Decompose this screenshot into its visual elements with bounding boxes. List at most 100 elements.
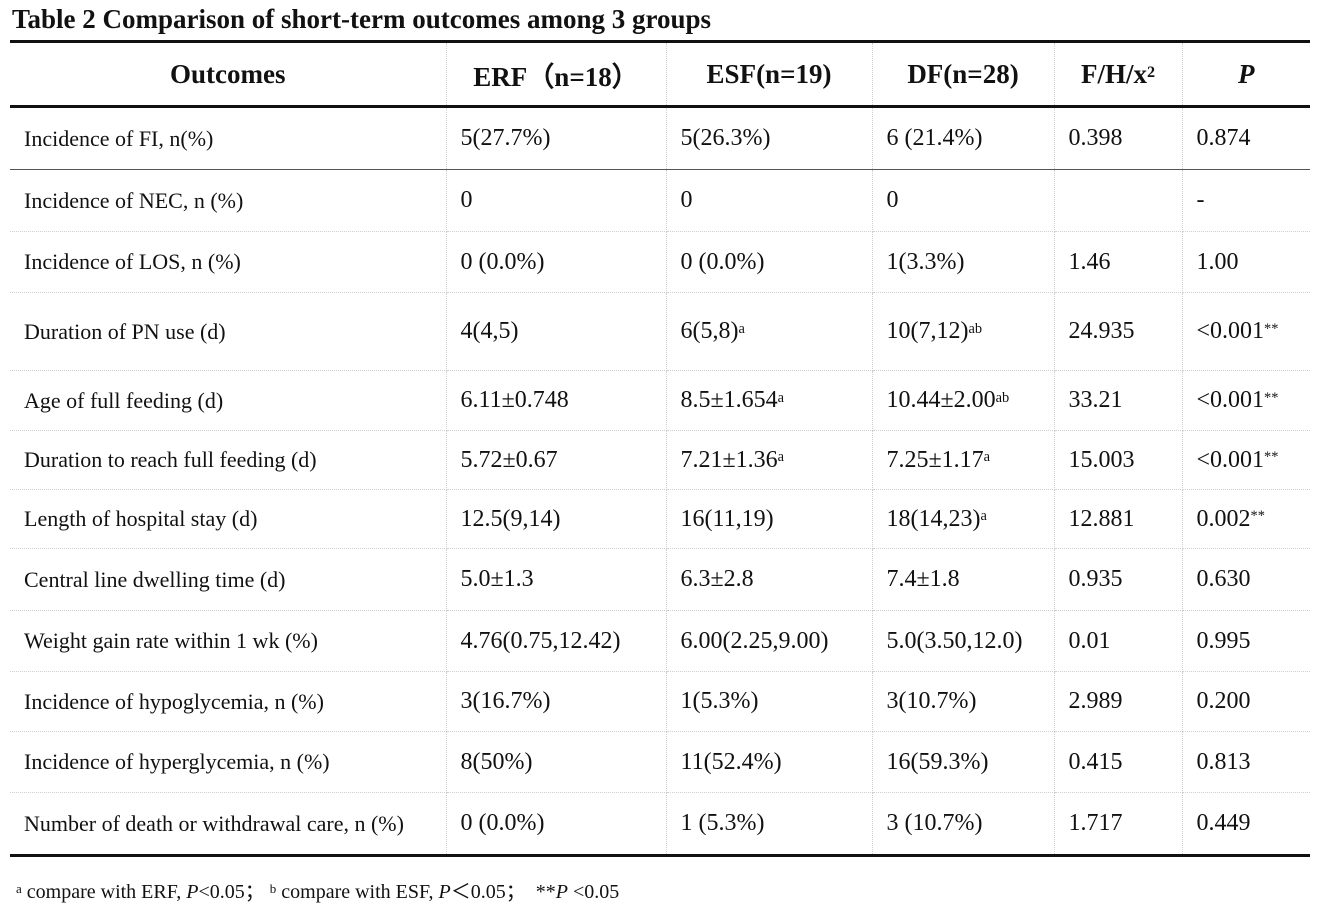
cell-df-value: 7.25±1.17 (886, 446, 984, 473)
cell-stat-value: 2.989 (1068, 688, 1123, 714)
table-row: Weight gain rate within 1 wk (%) 4.76(0.7… (10, 610, 1310, 672)
cell-erf-value: 5.72±0.67 (460, 446, 558, 473)
cell-esf: 0 (666, 169, 873, 232)
cell-df-value: 10.44±2.00 (886, 387, 996, 413)
cell-esf: 6(5,8)a (666, 292, 873, 371)
cell-outcome-value: Duration of PN use (d) (24, 318, 226, 344)
cell-esf-value: 16(11,19) (680, 505, 774, 532)
table-row: Central line dwelling time (d) 5.0±1.3 6.3… (10, 548, 1310, 611)
cell-esf: 6.00(2.25,9.00) (666, 610, 873, 672)
cell-p: 0.995 (1182, 610, 1310, 672)
cell-outcome-value: Central line dwelling time (d) (24, 566, 286, 592)
cell-stat-value: 24.935 (1068, 318, 1135, 344)
cell-stat-value: 1.717 (1068, 810, 1123, 836)
cell-outcome: Age of full feeding (d) (10, 370, 447, 431)
cell-outcome-value: Incidence of hyperglycemia, n (%) (24, 749, 330, 774)
table-row: Age of full feeding (d) 6.11±0.748 8.5±1.6… (10, 370, 1310, 431)
cell-erf-value: 12.5(9,14) (460, 505, 561, 532)
cell-p-value: <0.001 (1196, 387, 1265, 413)
cell-erf: 5.72±0.67 (446, 430, 667, 490)
cell-stat: 15.003 (1054, 430, 1183, 490)
cell-esf-value: 1(5.3%) (680, 688, 759, 714)
cell-stat: 33.21 (1054, 370, 1183, 431)
cell-df: 10(7,12)ab (872, 292, 1055, 371)
cell-esf-value: 6.3±2.8 (680, 566, 754, 592)
table-body: Incidence of FI, n(%) 5(27.7%) 5(26.3%) 6 (… (10, 106, 1310, 856)
footnote-a-rest: <0.05； (198, 881, 265, 903)
cell-p: 0.002** (1182, 489, 1310, 549)
cell-p: 1.00 (1182, 231, 1310, 293)
header-df: DF(n=28) (872, 41, 1055, 108)
cell-df: 6 (21.4%) (872, 106, 1055, 170)
cell-stat-value: 12.881 (1068, 505, 1135, 532)
cell-stat: 0.935 (1054, 548, 1183, 611)
cell-outcome-value: Duration to reach full feeding (d) (24, 447, 317, 472)
cell-stat: 1.46 (1054, 231, 1183, 293)
cell-esf-value: 0 (680, 187, 693, 213)
cell-p-value: 0.002 (1196, 505, 1251, 532)
cell-p: 0.630 (1182, 548, 1310, 611)
cell-stat-value: 33.21 (1068, 387, 1123, 413)
cell-outcome: Weight gain rate within 1 wk (%) (10, 610, 447, 672)
footnote-b-text: compare with ESF, (276, 881, 439, 903)
cell-df-superscript: a (980, 508, 987, 525)
cell-stat-value: 15.003 (1068, 446, 1135, 473)
cell-p-value: 0.874 (1196, 125, 1251, 151)
cell-stat: 0.415 (1054, 731, 1183, 793)
cell-p-value: 0.449 (1196, 810, 1251, 836)
cell-df: 3(10.7%) (872, 671, 1055, 732)
cell-erf: 12.5(9,14) (446, 489, 667, 549)
cell-df-superscript: ab (995, 389, 1010, 406)
cell-erf-value: 0 (460, 187, 473, 213)
cell-erf-value: 4.76(0.75,12.42) (460, 627, 621, 654)
footnote-b-p: P (438, 881, 451, 903)
cell-stat: 0.398 (1054, 106, 1183, 170)
cell-erf-value: 4(4,5) (460, 318, 519, 344)
cell-esf: 1(5.3%) (666, 671, 873, 732)
cell-erf: 5(27.7%) (446, 106, 667, 170)
cell-outcome-value: Age of full feeding (d) (24, 387, 224, 413)
footnote-a-sup: a (16, 881, 22, 897)
table-row: Incidence of NEC, n (%) 0 0 0 - (10, 169, 1310, 232)
cell-outcome-value: Incidence of FI, n(%) (24, 125, 214, 151)
cell-p: 0.449 (1182, 793, 1310, 856)
cell-outcome-value: Incidence of LOS, n (%) (24, 249, 241, 274)
cell-stat-value: 0.01 (1068, 627, 1111, 654)
cell-stat: 12.881 (1054, 489, 1183, 549)
cell-p: <0.001** (1182, 370, 1310, 431)
header-statistic-sup: 2 (1146, 62, 1156, 81)
cell-df-value: 0 (886, 187, 899, 213)
header-erf: ERF（n=18） (446, 41, 667, 108)
cell-df-value: 7.4±1.8 (886, 566, 960, 592)
footnote: a compare with ERF, P <0.05； b compare wi… (16, 875, 619, 904)
table-row: Duration to reach full feeding (d) 5.72±0… (10, 430, 1310, 490)
footnote-b-sup: b (269, 881, 277, 897)
cell-p-value: 0.813 (1196, 748, 1251, 775)
cell-erf: 3(16.7%) (446, 671, 667, 732)
cell-df: 5.0(3.50,12.0) (872, 610, 1055, 672)
cell-erf-value: 5.0±1.3 (460, 566, 534, 592)
cell-df-value: 6 (21.4%) (886, 125, 983, 151)
cell-stat: 24.935 (1054, 292, 1183, 371)
cell-erf: 4(4,5) (446, 292, 667, 371)
cell-stat-value: 0.398 (1068, 125, 1123, 151)
cell-esf-value: 5(26.3%) (680, 125, 771, 151)
cell-esf-superscript: a (738, 320, 745, 337)
header-esf: ESF(n=19) (666, 41, 873, 108)
table-row: Length of hospital stay (d) 12.5(9,14) 16(… (10, 489, 1310, 549)
cell-esf-superscript: a (777, 389, 785, 406)
cell-outcome: Incidence of NEC, n (%) (10, 169, 447, 232)
cell-df-value: 3 (10.7%) (886, 810, 983, 836)
cell-erf: 5.0±1.3 (446, 548, 667, 611)
cell-df: 18(14,23)a (872, 489, 1055, 549)
header-p: P (1182, 41, 1310, 108)
cell-erf-value: 5(27.7%) (460, 125, 551, 151)
cell-esf-value: 6(5,8) (680, 318, 739, 344)
cell-esf-value: 11(52.4%) (680, 748, 782, 775)
cell-p-superscript: ** (1264, 449, 1279, 466)
cell-outcome-value: Length of hospital stay (d) (24, 506, 258, 531)
cell-df: 1(3.3%) (872, 231, 1055, 293)
cell-p: 0.874 (1182, 106, 1310, 170)
footnote-a-text: compare with ERF, (21, 881, 187, 903)
cell-p: - (1182, 169, 1310, 232)
